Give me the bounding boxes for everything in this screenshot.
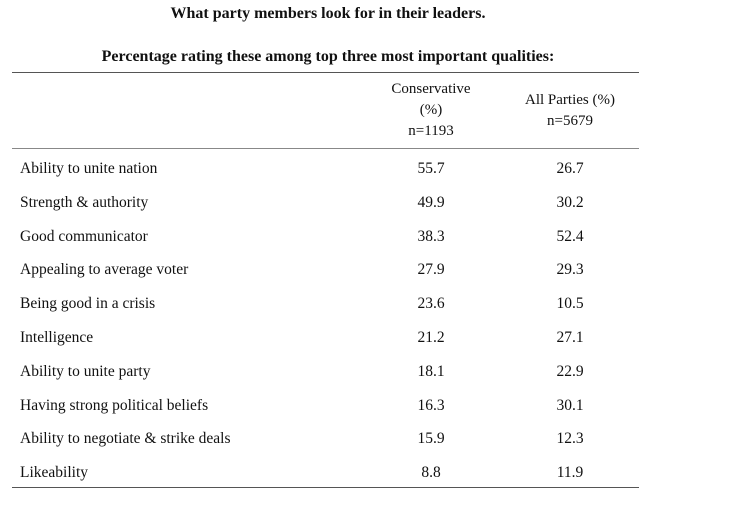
table-row: Being good in a crisis 23.6 10.5 bbox=[0, 287, 754, 321]
all-parties-value: 30.2 bbox=[556, 193, 584, 211]
all-parties-value: 22.9 bbox=[556, 362, 584, 380]
conservative-value: 15.9 bbox=[417, 430, 445, 448]
all-parties-value: 26.7 bbox=[556, 160, 584, 177]
table-row: Appealing to average voter 27.9 29.3 bbox=[0, 253, 754, 287]
column-header-conservative: Conservative (%) n=1193 bbox=[371, 79, 491, 142]
table-row: Likeability 8.8 11.9 bbox=[0, 456, 754, 490]
column-header-line: n=1193 bbox=[408, 123, 454, 139]
row-label: Having strong political beliefs bbox=[20, 396, 209, 414]
conservative-value: 16.3 bbox=[417, 396, 445, 414]
table-row: Intelligence 21.2 27.1 bbox=[0, 321, 754, 355]
table-row: Ability to unite nation 55.7 26.7 bbox=[0, 152, 754, 186]
top-rule bbox=[12, 72, 639, 73]
table-row: Ability to unite party 18.1 22.9 bbox=[0, 355, 754, 389]
all-parties-value: 29.3 bbox=[556, 261, 584, 279]
all-parties-value: 27.1 bbox=[556, 329, 584, 346]
row-label: Intelligence bbox=[20, 329, 94, 346]
bottom-rule bbox=[12, 487, 639, 488]
conservative-value: 21.2 bbox=[417, 329, 445, 346]
column-header-line: All Parties (%) bbox=[525, 92, 615, 108]
column-header-all-parties: All Parties (%) n=5679 bbox=[500, 90, 640, 132]
all-parties-value: 12.3 bbox=[556, 430, 584, 448]
column-header-line: n=5679 bbox=[547, 113, 593, 129]
conservative-value: 27.9 bbox=[417, 261, 445, 279]
row-label: Good communicator bbox=[20, 227, 148, 245]
all-parties-value: 11.9 bbox=[556, 464, 584, 482]
row-label: Ability to negotiate & strike deals bbox=[20, 430, 231, 448]
all-parties-value: 30.1 bbox=[556, 396, 584, 414]
column-header-line: Conservative bbox=[391, 81, 471, 97]
conservative-value: 23.6 bbox=[417, 295, 445, 313]
row-label: Strength & authority bbox=[20, 193, 149, 211]
conservative-value: 18.1 bbox=[417, 362, 445, 380]
row-label: Ability to unite party bbox=[20, 362, 151, 380]
conservative-value: 49.9 bbox=[417, 193, 445, 211]
table-row: Ability to negotiate & strike deals 15.9 1… bbox=[0, 422, 754, 456]
table-row: Having strong political beliefs 16.3 30.1 bbox=[0, 389, 754, 423]
row-label: Being good in a crisis bbox=[20, 295, 156, 313]
row-label: Likeability bbox=[20, 464, 89, 482]
conservative-value: 8.8 bbox=[421, 464, 441, 482]
table-title: What party members look for in their lea… bbox=[170, 5, 486, 22]
conservative-value: 38.3 bbox=[417, 227, 445, 245]
table-row: Strength & authority 49.9 30.2 bbox=[0, 186, 754, 220]
conservative-value: 55.7 bbox=[417, 160, 445, 177]
all-parties-value: 52.4 bbox=[556, 227, 584, 245]
header-rule bbox=[12, 148, 639, 149]
column-header-line: (%) bbox=[419, 102, 443, 118]
row-label: Appealing to average voter bbox=[20, 261, 189, 279]
table-row: Good communicator 38.3 52.4 bbox=[0, 220, 754, 254]
table-subtitle: Percentage rating these among top three … bbox=[101, 48, 555, 65]
all-parties-value: 10.5 bbox=[556, 295, 584, 313]
row-label: Ability to unite nation bbox=[20, 160, 158, 177]
